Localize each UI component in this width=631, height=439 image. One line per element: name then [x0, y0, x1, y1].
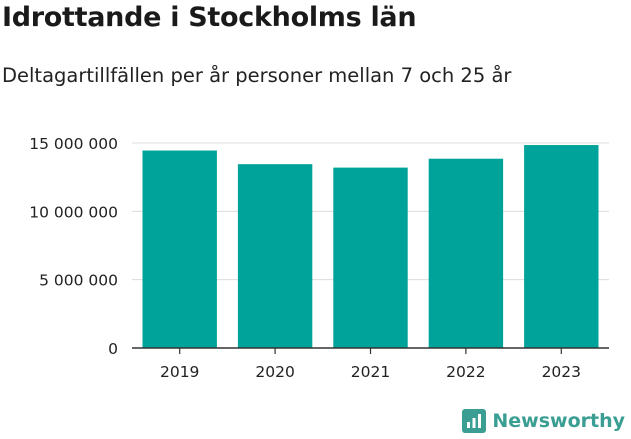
brand-name: Newsworthy	[492, 410, 625, 432]
bar	[142, 150, 217, 348]
y-tick-label: 10 000 000	[29, 203, 118, 221]
brand-logo-mark: Newsworthy	[462, 409, 625, 433]
y-tick-label: 15 000 000	[29, 135, 118, 153]
x-tick-label: 2019	[160, 363, 199, 381]
bar	[428, 158, 504, 348]
x-tick-label: 2023	[542, 363, 581, 381]
x-tick-label: 2020	[255, 363, 294, 381]
bar	[524, 145, 599, 348]
x-tick-label: 2022	[446, 363, 485, 381]
chart-title: Idrottande i Stockholms län	[2, 2, 417, 33]
x-tick-label: 2021	[351, 363, 390, 381]
bar-chart-icon	[462, 409, 487, 433]
chart-subtitle: Deltagartillfällen per år personer mella…	[2, 64, 512, 87]
y-tick-label: 0	[108, 340, 118, 358]
bar	[333, 167, 408, 348]
y-tick-label: 5 000 000	[39, 272, 118, 290]
bar	[237, 164, 313, 348]
